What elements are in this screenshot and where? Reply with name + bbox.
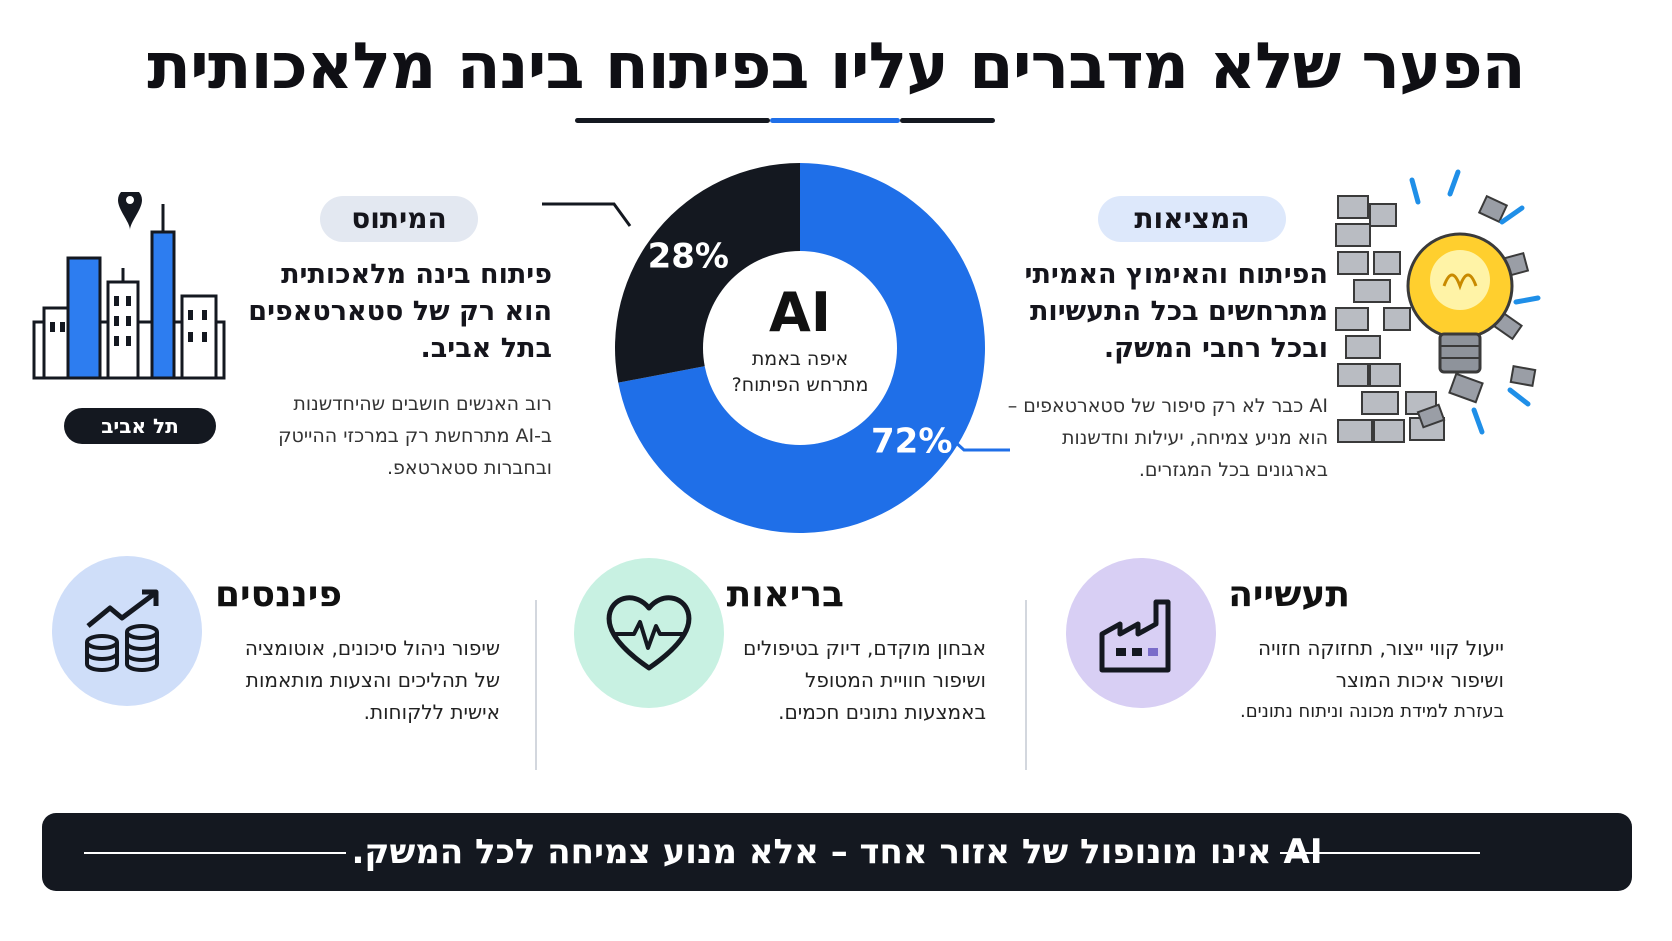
reality-headline: הפיתוח והאימוץ האמיתי מתרחשים בכל התעשיו… xyxy=(1010,256,1329,367)
city-label: תל אביב xyxy=(64,408,216,444)
lightbulb-breaking-wall-icon xyxy=(1335,169,1541,443)
sector-text-line: אבחון מוקדם, דיוק בטיפולים xyxy=(743,636,986,660)
donut-hole xyxy=(703,251,897,445)
sector-text-line: ייעול קווי ייצור, תחזוקה חזויה xyxy=(1258,636,1504,660)
sector-divider xyxy=(1025,600,1027,770)
coins-growth-icon xyxy=(85,589,159,672)
reality-pill: המציאות xyxy=(1098,196,1286,242)
sector-text-line: אישית ללקוחות. xyxy=(363,700,500,724)
city-skyline-icon xyxy=(32,192,226,380)
title-underline xyxy=(575,118,770,123)
sector-text-line: בעזרת למידת מכונה וניתוח נתונים. xyxy=(1239,701,1504,722)
reality-headline-line: מתרחשים בכל התעשיות xyxy=(1029,296,1328,327)
donut-center-subtitle-line: איפה באמת xyxy=(752,348,848,370)
myth-headline-line: הוא רק של סטארטאפים xyxy=(248,296,552,327)
factory-icon xyxy=(1099,599,1171,673)
slice-label-72: 72% xyxy=(871,421,952,461)
page-title: הפער שלא מדברים עליו בפיתוח בינה מלאכותי… xyxy=(147,30,1525,104)
sector-title-health: בריאות xyxy=(726,574,844,615)
sector-text-health: אבחון מוקדם, דיוק בטיפולים ושיפור חוויית… xyxy=(706,632,986,728)
myth-headline: פיתוח בינה מלאכותית הוא רק של סטארטאפים … xyxy=(232,256,552,367)
reality-headline-line: הפיתוח והאימוץ האמיתי xyxy=(1024,259,1329,290)
sector-text-line: שיפור ניהול סיכונים, אוטומציה xyxy=(244,636,500,660)
heartbeat-icon xyxy=(606,595,692,671)
myth-body: רוב האנשים חושבים שהיחדשנות ב-AI מתרחשת … xyxy=(232,388,552,484)
title-underline-end xyxy=(900,118,995,123)
sector-text-line: של תהליכים והצעות מותאמות xyxy=(245,668,500,692)
sector-divider xyxy=(535,600,537,770)
myth-body-line: ובחברות סטארטאפ. xyxy=(387,457,552,479)
banner-text: AI אינו מונופול של אזור אחד – אלא מנוע צ… xyxy=(351,832,1323,872)
sector-title-manufacturing: תעשייה xyxy=(1228,574,1350,615)
myth-body-line: ב-AI מתרחשת רק במרכזי ההייטק xyxy=(278,425,552,447)
myth-body-line: רוב האנשים חושבים שהיחדשנות xyxy=(293,393,552,415)
myth-pill: המיתוס xyxy=(320,196,478,242)
sector-text-finance: שיפור ניהול סיכונים, אוטומציה של תהליכים… xyxy=(206,632,500,728)
sector-text-line: ושיפור חוויית המטופל xyxy=(804,668,986,692)
slice-label-28: 28% xyxy=(648,237,729,277)
myth-headline-line: פיתוח בינה מלאכותית xyxy=(281,259,552,290)
reality-body-line: AI כבר לא רק סיפור של סטארטאפים – xyxy=(1007,395,1328,417)
reality-body: AI כבר לא רק סיפור של סטארטאפים – הוא מנ… xyxy=(980,390,1328,486)
banner-divider-left xyxy=(84,852,346,854)
sector-title-finance: פיננסים xyxy=(214,574,342,615)
title-underline-accent xyxy=(770,118,900,123)
health-circle xyxy=(574,558,724,708)
banner-divider-right xyxy=(1280,852,1480,854)
manufacturing-circle xyxy=(1066,558,1216,708)
finance-circle xyxy=(52,556,202,706)
reality-headline-line: ובכל רחבי המשק. xyxy=(1103,333,1328,364)
reality-body-line: בארגונים בכל המגזרים. xyxy=(1138,459,1328,481)
donut-center-subtitle-line: מתרחש הפיתוח? xyxy=(732,374,869,396)
connector-line-myth xyxy=(542,202,632,227)
donut-center-title: AI xyxy=(769,281,831,344)
donut-chart: 72% 28% AI איפה באמת מתרחש הפיתוח? xyxy=(615,163,985,533)
sector-text-manufacturing: ייעול קווי ייצור, תחזוקה חזויה ושיפור אי… xyxy=(1200,632,1504,728)
sector-text-line: ושיפור איכות המוצר xyxy=(1335,668,1504,692)
bottom-banner: AI אינו מונופול של אזור אחד – אלא מנוע צ… xyxy=(42,813,1632,891)
myth-headline-line: בתל אביב. xyxy=(420,333,552,364)
sector-text-line: באמצעות נתונים חכמים. xyxy=(778,700,986,724)
reality-body-line: הוא מניע צמיחה, יעילות וחדשנות xyxy=(1062,427,1328,449)
